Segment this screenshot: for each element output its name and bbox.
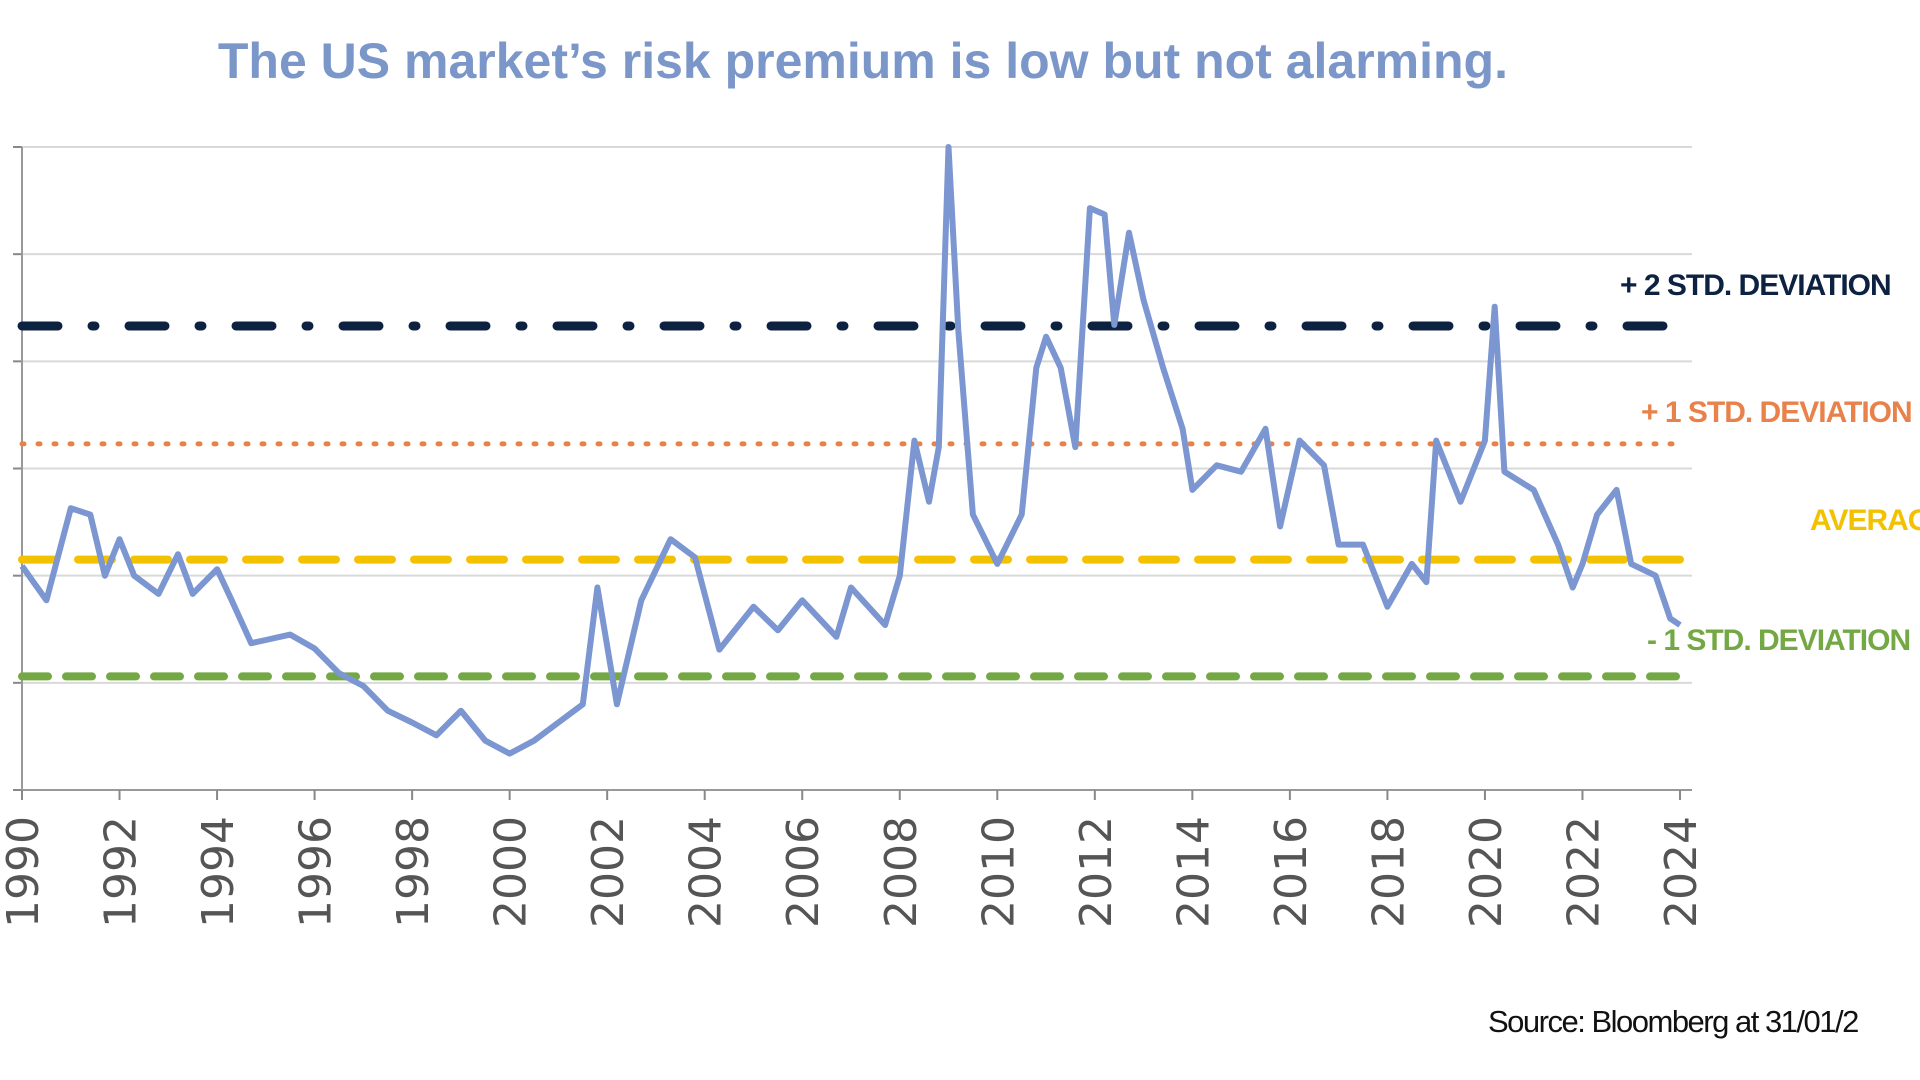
x-tick-label: 2018: [1363, 816, 1414, 928]
x-tick-label: 2024: [1656, 816, 1707, 928]
source-note: Source: Bloomberg at 31/01/2: [1488, 1004, 1858, 1039]
x-tick-label: 2008: [876, 816, 927, 928]
x-tick-label: 1990: [0, 816, 49, 928]
x-tick-label: 1994: [193, 816, 244, 928]
x-tick-label: 2020: [1461, 816, 1512, 928]
x-tick-label: 2002: [583, 816, 634, 928]
reference-label: AVERAGE: [1810, 504, 1920, 537]
series-line: [19, 144, 1682, 757]
x-tick-label: 2014: [1168, 816, 1219, 928]
x-tick-label: 1998: [388, 816, 439, 928]
x-tick-label: 1992: [96, 816, 147, 928]
x-tick-label: 2022: [1558, 816, 1609, 928]
x-tick-label: 2012: [1071, 816, 1122, 928]
reference-label: - 1 STD. DEVIATION: [1647, 624, 1910, 657]
reference-label: + 1 STD. DEVIATION: [1641, 396, 1912, 429]
chart-title: The US market’s risk premium is low but …: [218, 33, 1508, 89]
x-tick-label: 1996: [291, 816, 342, 928]
x-tick-label: 2016: [1266, 816, 1317, 928]
reference-label: + 2 STD. DEVIATION: [1620, 269, 1891, 302]
x-tick-label: 2004: [681, 816, 732, 928]
x-tick-label: 2006: [778, 816, 829, 928]
x-tick-label: 2000: [486, 816, 537, 928]
x-tick-label: 2010: [973, 816, 1024, 928]
